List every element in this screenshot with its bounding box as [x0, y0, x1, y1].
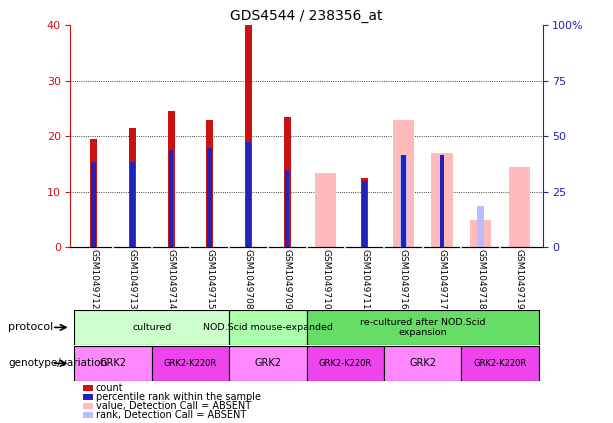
Bar — [167, 111, 175, 247]
Text: count: count — [96, 383, 123, 393]
Text: GSM1049715: GSM1049715 — [205, 249, 215, 310]
Bar — [91, 162, 96, 247]
Title: GDS4544 / 238356_at: GDS4544 / 238356_at — [230, 9, 383, 23]
Bar — [461, 346, 539, 381]
Text: percentile rank within the sample: percentile rank within the sample — [96, 392, 261, 402]
Text: NOD.Scid mouse-expanded: NOD.Scid mouse-expanded — [203, 323, 333, 332]
Bar — [74, 346, 152, 381]
Bar — [440, 155, 444, 247]
Text: GSM1049708: GSM1049708 — [244, 249, 253, 310]
Text: GSM1049710: GSM1049710 — [321, 249, 330, 310]
Bar — [284, 117, 291, 247]
Text: GSM1049712: GSM1049712 — [89, 249, 98, 310]
Bar — [362, 181, 367, 247]
Text: GSM1049717: GSM1049717 — [438, 249, 446, 310]
Bar — [129, 128, 136, 247]
Text: GRK2-K220R: GRK2-K220R — [164, 359, 217, 368]
Bar — [74, 310, 229, 345]
Bar — [90, 139, 97, 247]
Text: GSM1049709: GSM1049709 — [283, 249, 292, 310]
Bar — [384, 346, 461, 381]
Bar — [285, 170, 289, 247]
Bar — [361, 178, 368, 247]
Text: GRK2: GRK2 — [409, 358, 436, 368]
Bar — [207, 120, 213, 247]
Text: GSM1049716: GSM1049716 — [398, 249, 408, 310]
Bar — [477, 206, 484, 247]
Text: re-cultured after NOD.Scid
expansion: re-cultured after NOD.Scid expansion — [360, 318, 485, 337]
Text: GSM1049711: GSM1049711 — [360, 249, 369, 310]
Text: cultured: cultured — [132, 323, 172, 332]
Text: GRK2: GRK2 — [254, 358, 281, 368]
Text: GSM1049713: GSM1049713 — [128, 249, 137, 310]
Bar — [432, 153, 452, 247]
Bar — [229, 310, 306, 345]
Bar — [306, 310, 539, 345]
Bar — [207, 148, 212, 247]
Bar — [246, 142, 251, 247]
Text: GSM1049718: GSM1049718 — [476, 249, 485, 310]
Text: GRK2-K220R: GRK2-K220R — [319, 359, 372, 368]
Text: GRK2: GRK2 — [99, 358, 126, 368]
Text: genotype/variation: genotype/variation — [8, 358, 107, 368]
Bar — [470, 220, 491, 247]
Bar — [392, 120, 414, 247]
Bar — [315, 173, 337, 247]
Text: GRK2-K220R: GRK2-K220R — [473, 359, 527, 368]
Bar — [306, 346, 384, 381]
Bar — [169, 150, 173, 247]
Bar — [152, 346, 229, 381]
Bar — [400, 155, 406, 247]
Bar — [229, 346, 306, 381]
Bar — [130, 162, 135, 247]
Text: GSM1049714: GSM1049714 — [167, 249, 175, 310]
Text: value, Detection Call = ABSENT: value, Detection Call = ABSENT — [96, 401, 251, 411]
Bar — [401, 155, 406, 247]
Bar — [245, 25, 252, 247]
Text: GSM1049719: GSM1049719 — [515, 249, 524, 310]
Bar — [509, 167, 530, 247]
Text: protocol: protocol — [8, 322, 53, 332]
Text: rank, Detection Call = ABSENT: rank, Detection Call = ABSENT — [96, 410, 246, 420]
